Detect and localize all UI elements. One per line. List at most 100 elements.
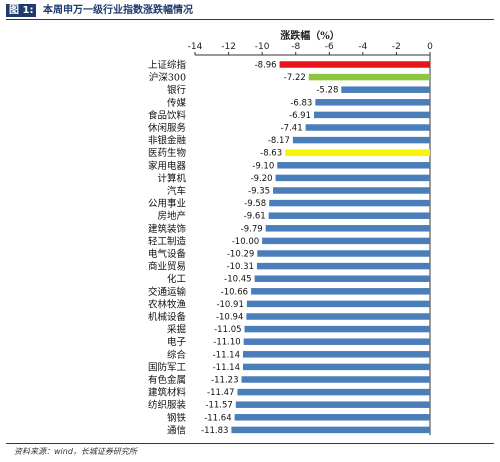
value-label-12: -9.61 (244, 212, 266, 222)
figure-title: 本周申万一级行业指数涨跌幅情况 (43, 5, 193, 16)
value-label-21: -11.05 (214, 325, 241, 335)
value-label-3: -6.83 (290, 98, 312, 108)
value-label-29: -11.83 (201, 426, 228, 436)
bar-23 (243, 351, 430, 358)
value-label-26: -11.47 (207, 388, 234, 398)
bar-24 (243, 363, 430, 371)
value-label-7: -8.63 (260, 149, 282, 159)
x-tick-label: -4 (358, 42, 367, 52)
category-label-15: 电气设备 (148, 248, 187, 260)
x-tick-label: -10 (255, 42, 270, 52)
bar-22 (243, 338, 430, 345)
category-label-7: 医药生物 (148, 147, 187, 159)
category-label-13: 建筑装饰 (148, 223, 186, 235)
category-label-24: 国防军工 (148, 361, 187, 373)
value-label-4: -6.91 (289, 111, 311, 121)
category-label-17: 化工 (167, 273, 187, 285)
value-label-28: -11.64 (204, 413, 231, 423)
category-label-21: 采掘 (167, 324, 186, 336)
category-label-22: 电子 (167, 336, 187, 348)
figure-footer: 资料来源：wind，长城证券研究所 (6, 443, 494, 458)
category-labels: 上证综指沪深300银行传媒食品饮料休闲服务非银金融医药生物家用电器计算机汽车公用… (148, 59, 187, 436)
value-label-1: -7.22 (284, 73, 306, 83)
category-label-0: 上证综指 (148, 59, 187, 71)
bar-8 (277, 162, 430, 169)
value-label-17: -10.45 (224, 275, 251, 285)
bar-2 (341, 86, 430, 93)
category-label-4: 食品饮料 (148, 109, 187, 121)
category-label-29: 通信 (167, 424, 186, 436)
value-label-27: -11.57 (205, 401, 232, 411)
bar-11 (269, 199, 430, 207)
x-tick-label: 0 (427, 42, 433, 52)
value-label-14: -10.00 (232, 237, 259, 247)
bar-25 (241, 376, 430, 383)
x-tick-label: -6 (325, 42, 334, 52)
x-axis: -14 -12 -10 -8 -6 -4 -2 0 (188, 42, 433, 436)
value-label-0: -8.96 (255, 61, 277, 71)
category-label-20: 机械设备 (148, 311, 187, 323)
category-label-6: 非银金融 (148, 135, 187, 147)
bar-7 (285, 149, 430, 156)
category-label-14: 轻工制造 (148, 235, 187, 247)
bar-28 (234, 414, 430, 421)
value-label-5: -7.41 (281, 124, 303, 134)
bar-21 (244, 325, 430, 333)
bar-20 (246, 313, 430, 320)
value-label-19: -10.91 (216, 300, 243, 310)
category-label-5: 休闲服务 (148, 122, 187, 134)
value-label-25: -11.23 (211, 376, 238, 386)
bar-1 (308, 73, 430, 81)
bar-14 (262, 237, 430, 245)
category-label-27: 纺织服装 (148, 399, 187, 411)
category-label-10: 汽车 (167, 185, 186, 197)
value-label-16: -10.31 (227, 262, 254, 272)
value-label-8: -9.10 (252, 161, 274, 171)
bar-15 (257, 250, 430, 257)
bar-4 (314, 111, 430, 119)
category-label-1: 沪深300 (149, 72, 186, 84)
bar-9 (275, 174, 430, 182)
bar-18 (251, 288, 430, 295)
value-label-13: -9.79 (241, 224, 263, 234)
value-label-22: -11.10 (213, 338, 240, 348)
bar-27 (235, 401, 430, 408)
category-label-9: 计算机 (157, 172, 186, 184)
figure-header: 图 1: 本周申万一级行业指数涨跌幅情况 (6, 3, 494, 20)
bar-10 (273, 187, 430, 194)
category-label-16: 商业贸易 (148, 261, 186, 273)
category-label-19: 农林牧渔 (148, 298, 187, 310)
x-tick-label: -2 (392, 42, 401, 52)
category-label-2: 银行 (167, 84, 187, 96)
source-note: 资料来源：wind，长城证券研究所 (14, 447, 137, 456)
value-label-24: -11.14 (213, 363, 240, 373)
value-label-20: -10.94 (216, 313, 243, 323)
value-label-2: -5.28 (316, 86, 338, 96)
value-label-11: -9.58 (244, 199, 266, 209)
chart-title: 涨跌幅（%） (280, 29, 340, 42)
bar-5 (305, 124, 430, 131)
category-label-12: 房地产 (157, 210, 186, 222)
category-label-3: 传媒 (167, 97, 187, 109)
value-label-10: -9.35 (248, 187, 270, 197)
bars (231, 61, 430, 434)
category-label-23: 综合 (167, 349, 187, 361)
category-label-28: 钢铁 (167, 412, 187, 424)
value-label-23: -11.14 (213, 350, 240, 360)
bar-0 (279, 61, 430, 68)
bar-29 (231, 426, 430, 434)
value-label-6: -8.17 (268, 136, 290, 146)
bar-19 (246, 300, 430, 308)
bar-16 (256, 262, 430, 270)
bar-26 (237, 388, 430, 396)
value-labels: -8.96 -7.22 -5.28 -6.83 -6.91 -7.41 -8.17 -8.63… (201, 61, 338, 436)
category-label-18: 交通运输 (148, 286, 187, 298)
category-label-25: 有色金属 (148, 374, 186, 386)
value-label-15: -10.29 (227, 250, 254, 260)
bar-13 (265, 225, 430, 232)
value-label-18: -10.66 (221, 287, 248, 297)
bar-3 (315, 99, 430, 106)
x-tick-label: -14 (188, 42, 203, 52)
bar-6 (292, 136, 430, 144)
